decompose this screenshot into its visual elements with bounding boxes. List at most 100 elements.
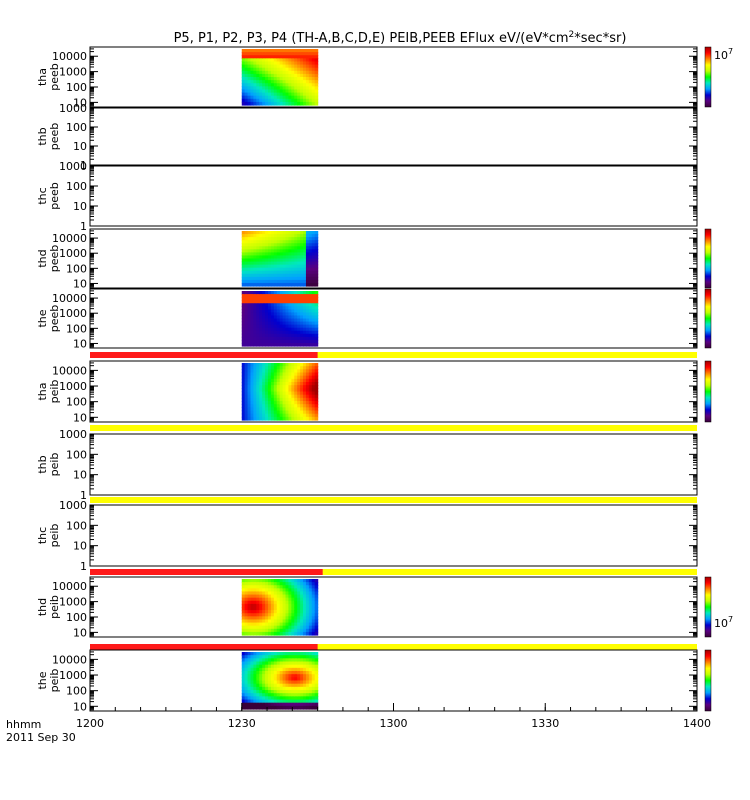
spectrogram-cell — [247, 671, 252, 675]
spectrogram-cell — [276, 677, 281, 682]
spectrogram-cell — [314, 95, 319, 100]
spectrogram-cell — [262, 690, 266, 694]
spectrogram-cell — [244, 246, 249, 250]
spectrogram-cell — [314, 52, 319, 56]
spectrogram-cell — [305, 404, 310, 408]
spectrogram-cell — [297, 294, 301, 298]
spectrogram-cell — [273, 83, 278, 87]
spectrogram-cell — [279, 324, 284, 329]
spectrogram-cell — [279, 625, 284, 630]
spectrogram-cell — [276, 631, 281, 636]
spectrogram-cell — [253, 324, 257, 329]
spectrogram-cell — [291, 282, 295, 287]
spectrogram-cell — [259, 628, 263, 633]
spectrogram-cell — [294, 101, 298, 106]
spectrogram-cell — [314, 674, 319, 678]
spectrogram-cell — [270, 610, 275, 614]
spectrogram-cell — [300, 342, 304, 347]
spectrogram-cell — [291, 696, 295, 701]
spectrogram-cell — [262, 52, 266, 56]
spectrogram-cell — [285, 279, 290, 284]
spectrogram-cell — [256, 616, 260, 621]
spectrogram-cell — [303, 58, 307, 63]
spectrogram-cell — [303, 674, 307, 678]
spectrogram-cell — [300, 616, 304, 621]
spectrogram-cell — [303, 77, 307, 81]
spectrogram-cell — [305, 327, 310, 332]
spectrogram-cell — [276, 585, 281, 589]
spectrogram-cell — [279, 619, 284, 624]
spectrogram-cell — [314, 385, 319, 389]
spectrogram-cell — [241, 658, 246, 663]
spectrogram-cell — [247, 255, 252, 260]
spectrogram-cell — [244, 234, 249, 238]
spectrogram-cell — [259, 101, 263, 106]
spectrogram-cell — [262, 321, 266, 326]
spectrogram-cell — [314, 613, 319, 617]
spectrogram-cell — [291, 686, 295, 691]
spectrogram-cell — [288, 658, 292, 663]
spectrogram-cell — [294, 372, 298, 377]
spectrogram-cell — [314, 67, 319, 72]
spectrogram-cell — [303, 631, 307, 636]
spectrogram-cell — [247, 294, 252, 298]
spectrogram-cell — [285, 252, 290, 257]
spectrogram-cell — [314, 628, 319, 633]
spectrogram-cell — [262, 67, 266, 72]
spectrogram-cell — [244, 330, 249, 335]
spectrogram-cell — [253, 77, 257, 81]
spectrogram-cell — [291, 309, 295, 313]
spectrogram-cell — [265, 401, 269, 405]
spectrogram-cell — [314, 58, 319, 63]
spectrogram-cell — [262, 92, 266, 97]
spectrogram-cell — [314, 631, 319, 636]
spectrogram-cell — [282, 388, 287, 393]
spectrogram-cell — [311, 49, 316, 53]
spectrogram-cell — [259, 416, 263, 421]
spectrogram-cell — [291, 83, 295, 87]
spectrogram-cell — [259, 255, 263, 260]
spectrogram-cell — [303, 585, 307, 589]
spectrogram-cell — [259, 631, 263, 636]
spectrogram-cell — [279, 404, 284, 408]
spectrogram-cell — [253, 686, 257, 691]
spectrogram-cell — [305, 407, 310, 412]
spectrogram-cell — [291, 619, 295, 624]
panel-type-label: peeb — [48, 305, 61, 333]
spectrogram-cell — [294, 410, 298, 415]
spectrogram-cell — [250, 690, 255, 694]
spectrogram-cell — [244, 339, 249, 344]
spectrogram-cell — [311, 382, 316, 386]
spectrogram-cell — [244, 597, 249, 602]
spectrogram-cell — [268, 690, 272, 694]
spectrogram-cell — [311, 309, 316, 313]
spectrogram-cell — [276, 258, 281, 263]
spectrogram-cell — [285, 291, 290, 295]
spectrogram-cell — [282, 252, 287, 257]
spectrogram-cell — [268, 610, 272, 614]
spectrogram-cell — [305, 397, 310, 402]
spectrogram-cell — [305, 249, 310, 253]
spectrogram-cell — [314, 231, 319, 235]
spectrogram-cell — [311, 610, 316, 614]
spectrogram-cell — [268, 603, 272, 608]
spectrogram-cell — [268, 588, 272, 593]
spectrogram-cell — [262, 375, 266, 380]
spectrogram-cell — [314, 391, 319, 396]
spectrogram-cell — [305, 410, 310, 415]
spectrogram-cell — [279, 702, 284, 707]
spectrogram-cell — [250, 693, 255, 697]
spectrogram-cell — [276, 318, 281, 323]
spectrogram-cell — [256, 677, 260, 682]
spectrogram-cell — [297, 52, 301, 56]
spectrogram-cell — [244, 607, 249, 611]
spectrogram-cell — [279, 375, 284, 380]
spectrogram-cell — [276, 264, 281, 269]
spectrogram-cell — [300, 705, 304, 710]
spectrogram-cell — [270, 388, 275, 393]
spectrogram-cell — [294, 64, 298, 69]
spectrogram-cell — [270, 267, 275, 272]
spectrogram-data — [241, 363, 319, 421]
spectrogram-cell — [294, 279, 298, 284]
